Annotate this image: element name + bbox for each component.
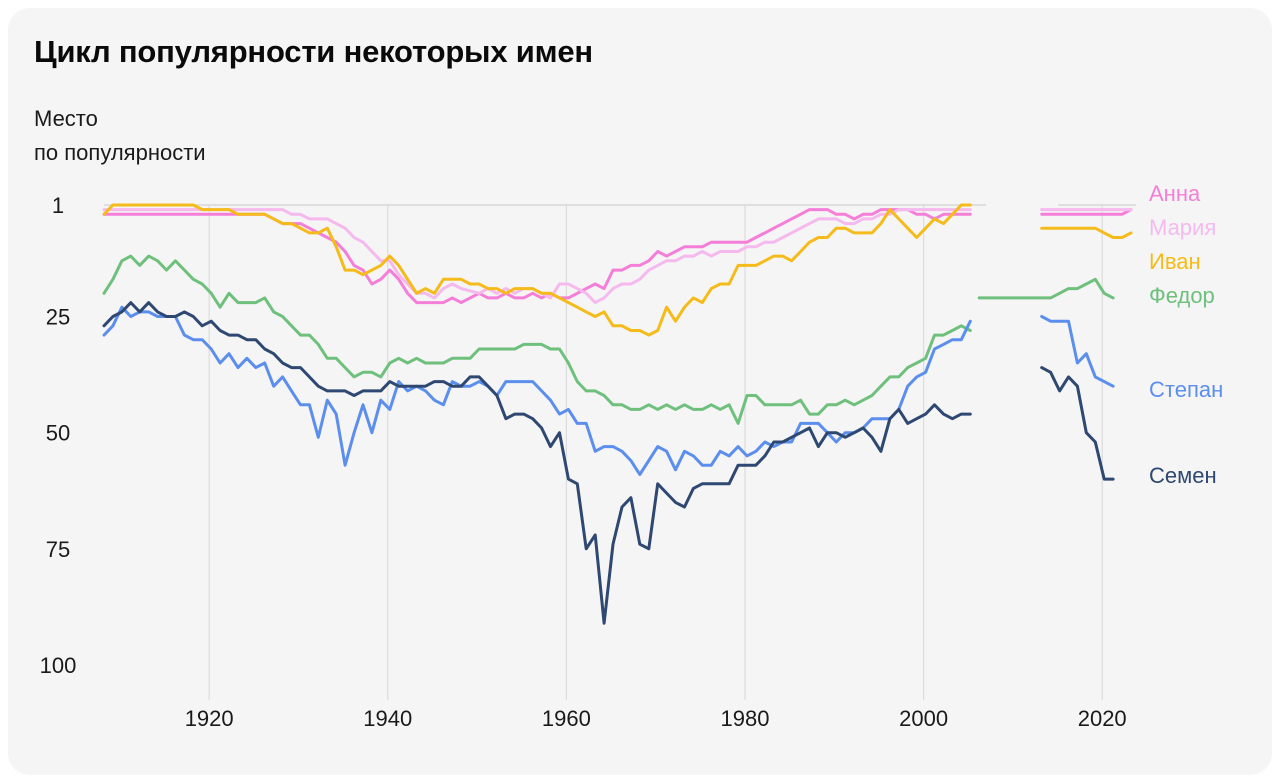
y-tick-label: 50 <box>46 421 70 446</box>
series-label-мария: Мария <box>1149 215 1216 240</box>
x-tick-label: 2020 <box>1078 706 1127 731</box>
y-axis-label-line-2: по популярности <box>34 140 206 165</box>
y-axis-label: Место по популярности <box>34 102 334 170</box>
series-label-семен: Семен <box>1149 463 1217 488</box>
series-label-анна: Анна <box>1149 181 1201 206</box>
y-tick-label: 100 <box>40 653 77 678</box>
series-line-иван-recent <box>1040 226 1133 239</box>
series-line-семен-recent <box>1040 366 1115 481</box>
series-line-степан <box>102 305 972 476</box>
x-tick-label: 1940 <box>363 706 412 731</box>
x-tick-label: 2000 <box>899 706 948 731</box>
series-label-иван: Иван <box>1149 249 1201 274</box>
series-line-анна-recent <box>1040 208 1133 216</box>
series-line-федор <box>102 254 972 425</box>
series-line-мария <box>102 208 972 305</box>
y-tick-label: 25 <box>46 305 70 330</box>
chart-title: Цикл популярности некоторых имен <box>34 34 593 69</box>
series-label-федор: Федор <box>1149 283 1215 308</box>
series-labels: Анна Мария Иван Федор Степан Семен <box>1149 181 1223 488</box>
x-tick-label: 1920 <box>185 706 234 731</box>
series-line-иван <box>102 203 972 337</box>
chart-card <box>8 8 1272 775</box>
series-line-степан-recent <box>1040 315 1115 388</box>
series-line-анна <box>102 208 972 305</box>
series-label-степан: Степан <box>1149 377 1223 402</box>
y-tick-label: 75 <box>46 537 70 562</box>
chart-grid <box>104 204 1136 700</box>
series-line-семен <box>102 301 972 625</box>
x-tick-label: 1960 <box>542 706 591 731</box>
x-tick-label: 1980 <box>721 706 770 731</box>
x-axis-ticks: 1920 1940 1960 1980 2000 2020 <box>185 706 1127 731</box>
y-axis-label-line-1: Место <box>34 106 98 131</box>
chart-series <box>102 203 1133 625</box>
y-tick-label: 1 <box>52 193 64 218</box>
y-axis-ticks: 1 25 50 75 100 <box>40 193 77 678</box>
series-line-федор-recent <box>977 277 1115 300</box>
